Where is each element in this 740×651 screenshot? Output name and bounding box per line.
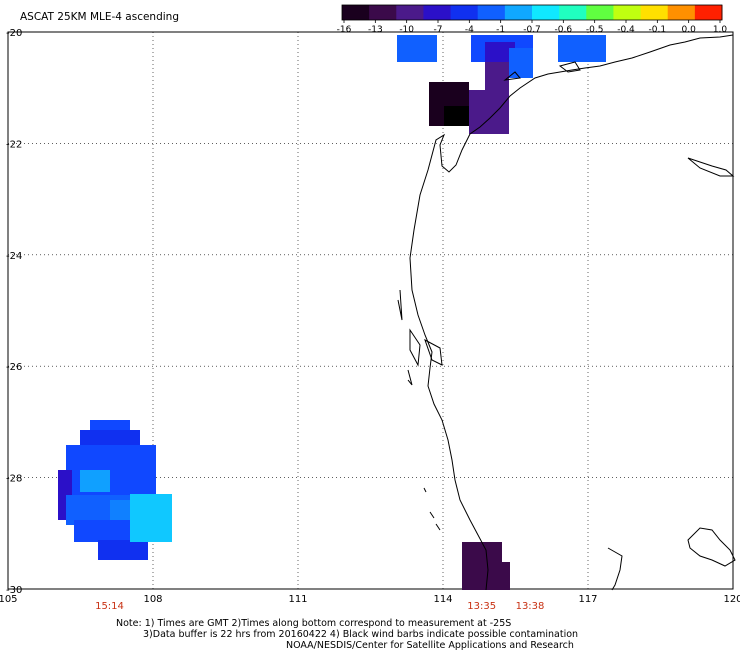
data-cell xyxy=(80,470,110,492)
colorbar-swatch xyxy=(559,5,587,20)
measurement-cells xyxy=(58,35,606,590)
time-label: 13:35 xyxy=(467,601,496,612)
colorbar-label: -0.1 xyxy=(649,25,667,35)
colorbar-label: -0.7 xyxy=(523,25,541,35)
data-cell xyxy=(98,540,148,560)
lon-label: 105 xyxy=(0,594,18,605)
lat-label: -20 xyxy=(6,28,22,39)
lon-label: 111 xyxy=(288,594,307,605)
lat-label: -28 xyxy=(6,474,22,485)
colorbar-swatch xyxy=(396,5,424,20)
lat-label: -26 xyxy=(6,362,22,373)
note-line-3: NOAA/NESDIS/Center for Satellite Applica… xyxy=(286,640,574,651)
colorbar-swatch xyxy=(504,5,533,20)
colorbar-swatch xyxy=(450,5,479,20)
colorbar-label: 0.0 xyxy=(682,25,697,35)
colorbar-label: -16 xyxy=(337,25,352,35)
colorbar-label: -13 xyxy=(368,25,383,35)
data-cell xyxy=(110,500,130,520)
lon-label: 108 xyxy=(143,594,162,605)
time-label: 15:14 xyxy=(95,601,124,612)
lat-label: -22 xyxy=(6,139,22,150)
colorbar-swatch xyxy=(667,5,696,20)
time-label: 13:38 xyxy=(516,601,545,612)
data-cell xyxy=(444,106,469,126)
lon-label: 117 xyxy=(578,594,597,605)
lon-label: 120 xyxy=(723,594,740,605)
colorbar: -16 -13 -10 -7 -4 -1 -0.7 -0.6 -0.5 -0.4 -0.1 0.0 1.… xyxy=(337,4,728,35)
colorbar-label: -10 xyxy=(399,25,414,35)
colorbar-label: -4 xyxy=(465,25,474,35)
colorbar-label: -1 xyxy=(496,25,505,35)
colorbar-swatch xyxy=(640,5,669,20)
note-line-2: 3)Data buffer is 22 hrs from 20160422 4)… xyxy=(143,629,579,640)
data-cell xyxy=(397,35,437,62)
data-cell xyxy=(469,90,509,134)
data-cell xyxy=(66,445,156,495)
data-cell xyxy=(74,520,144,542)
data-cell xyxy=(130,494,172,542)
map-frame xyxy=(7,31,734,590)
data-cell xyxy=(558,35,606,62)
colorbar-swatch xyxy=(423,5,452,20)
coastline xyxy=(397,34,736,591)
colorbar-label: -7 xyxy=(434,25,443,35)
time-labels: 15:14 13:35 13:38 xyxy=(95,601,544,612)
colorbar-swatch xyxy=(586,5,614,20)
map-title: ASCAT 25KM MLE-4 ascending xyxy=(20,11,179,23)
colorbar-swatch xyxy=(369,5,397,20)
data-cell xyxy=(485,42,515,62)
lon-label: 114 xyxy=(433,594,452,605)
lat-label: -30 xyxy=(6,585,22,596)
colorbar-label: 1.0 xyxy=(713,25,728,35)
colorbar-label: -0.4 xyxy=(617,25,635,35)
lat-label: -24 xyxy=(6,251,22,262)
colorbar-label: -0.6 xyxy=(555,25,573,35)
colorbar-swatch xyxy=(532,5,560,20)
colorbar-swatch xyxy=(477,5,506,20)
colorbar-swatch xyxy=(613,5,642,20)
data-cell xyxy=(485,62,509,90)
note-line-1: Note: 1) Times are GMT 2)Times along bot… xyxy=(116,618,512,629)
colorbar-label: -0.5 xyxy=(586,25,604,35)
colorbar-swatch xyxy=(694,5,723,20)
colorbar-swatch xyxy=(342,5,370,20)
data-cell xyxy=(490,562,510,590)
